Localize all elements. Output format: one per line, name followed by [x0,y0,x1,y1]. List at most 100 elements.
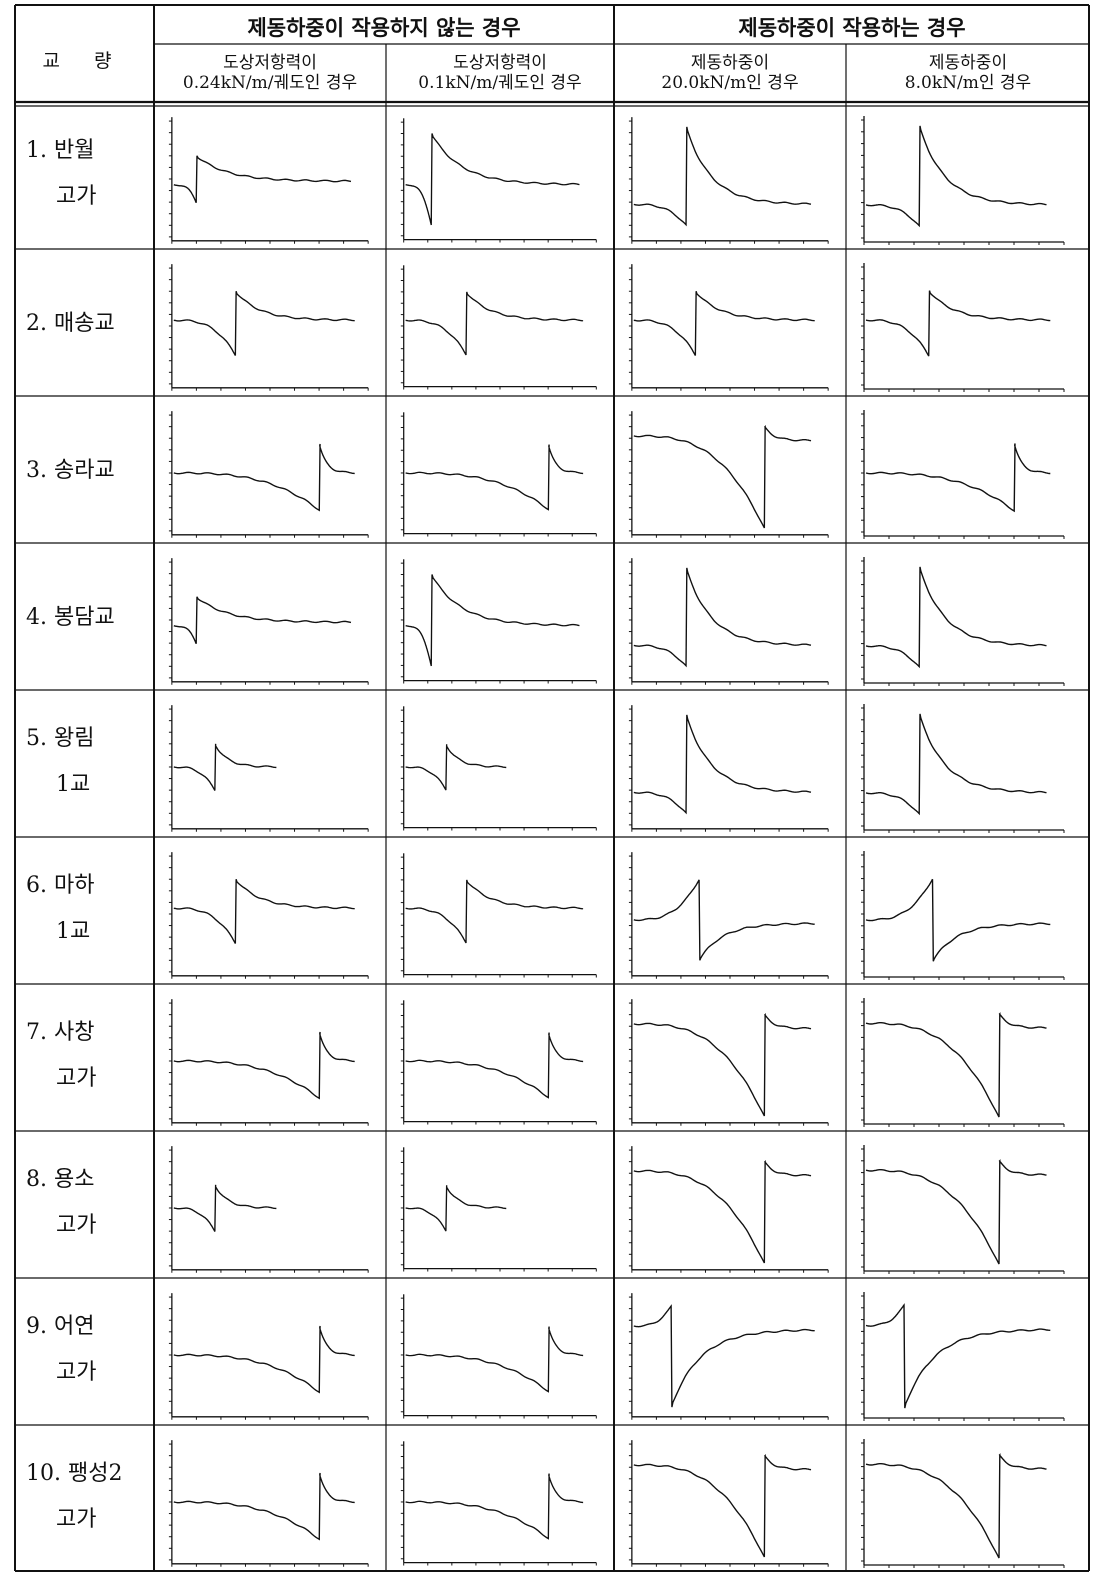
graph-curve [173,743,277,791]
bridge-name: 9. 어연 [26,1314,95,1339]
graph-curve [633,424,812,529]
graph-curve [865,125,1047,228]
graph-row4-col3 [628,558,829,685]
graph-curve [633,291,815,356]
graph-row1-col2 [400,118,597,243]
graph-row2-col2 [400,265,597,390]
graph-row9-col4 [861,1292,1065,1421]
bridge-name: 6. 마하 [26,873,95,898]
graph-curve [405,879,584,944]
graph-curve [865,1012,1047,1118]
graph-curve [173,1031,355,1100]
bridge-label: 4. 봉담교 [26,595,152,641]
sub-header-col3-line2: 20.0kN/m인 경우 [661,73,799,93]
bridge-name-suffix: 고가 [56,1066,97,1091]
sub-header-col4-line1: 제동하중이 [928,53,1008,73]
graph-curve [865,1453,1047,1559]
graph-curve [633,714,812,815]
bridge-label: 10. 팽성2 고가 [26,1451,152,1543]
bridge-name: 10. 팽성2 [26,1461,123,1486]
bridge-name-suffix: 고가 [56,1213,97,1238]
bridge-label: 2. 매송교 [26,301,152,347]
graph-curve [173,596,352,645]
graph-curve [405,291,584,356]
sub-header-col4-line2: 8.0kN/m인 경우 [904,73,1032,93]
bridge-name-suffix: 1교 [56,772,91,797]
graph-curve [633,879,815,961]
graph-row4-col2 [400,559,597,684]
graph-curve [633,1304,815,1408]
graph-row3-col2 [400,412,597,537]
graph-curve [173,1184,277,1232]
graph-row7-col2 [400,1000,597,1125]
graph-row1-col3 [628,117,829,244]
bridge-label: 6. 마하 1교 [26,863,152,955]
bridge-name-suffix: 고가 [56,1360,97,1385]
graph-row8-col3 [628,1146,829,1273]
bridge-label: 1. 반월 고가 [26,128,152,220]
graph-row1-col4 [861,116,1065,245]
graph-curve [865,443,1051,513]
graph-row6-col4 [861,851,1065,980]
graph-row2-col1 [168,264,369,391]
sub-header-col1-line2: 0.24kN/m/궤도인 경우 [182,73,358,93]
graph-row10-col1 [168,1440,369,1567]
graph-curve [173,291,355,356]
sub-header-col3-line1: 제동하중이 [690,53,770,73]
graph-row3-col4 [861,410,1065,539]
graph-row3-col3 [628,411,829,538]
bridge-name-suffix: 1교 [56,919,91,944]
graph-row6-col1 [168,852,369,979]
graph-row9-col1 [168,1293,369,1420]
graph-curve [173,1472,355,1541]
graph-row4-col4 [861,557,1065,686]
graph-curve [405,744,507,791]
graph-row8-col1 [168,1146,369,1273]
group-header-braking: 제동하중이 작용하는 경우 [738,15,966,40]
graph-row6-col3 [628,852,829,979]
bridge-name: 5. 왕림 [26,726,95,751]
graph-curve [865,713,1047,816]
graph-curve [173,155,352,204]
graph-curve [405,1326,584,1393]
graph-row7-col3 [628,999,829,1126]
sub-header-col2-line2: 0.1kN/m/궤도인 경우 [418,73,582,93]
graph-row5-col1 [168,705,369,832]
bridge-name: 2. 매송교 [26,311,115,336]
sub-header-col1-line1: 도상저항력이 [223,53,317,73]
graph-curve [405,574,580,667]
graph-row8-col4 [861,1145,1065,1274]
graph-curve [173,879,355,944]
graph-row10-col2 [400,1441,597,1566]
graph-curve [173,443,355,512]
graph-row10-col3 [628,1440,829,1567]
graph-row7-col4 [861,998,1065,1127]
sub-header-col2-line1: 도상저항력이 [453,53,547,73]
graph-row5-col4 [861,704,1065,833]
graph-curve [633,567,812,668]
graph-curve [173,1325,355,1394]
graph-row9-col2 [400,1294,597,1419]
graph-row10-col4 [861,1439,1065,1568]
bridge-name: 1. 반월 [26,138,95,163]
bridge-label: 5. 왕림 1교 [26,716,152,808]
graph-curve [633,1012,812,1117]
graph-curve [633,1159,812,1264]
bridge-name: 8. 용소 [26,1167,95,1192]
graph-row5-col3 [628,705,829,832]
bridge-name: 4. 봉담교 [26,605,115,630]
graph-curve [865,1303,1051,1409]
graph-row6-col2 [400,853,597,978]
graph-curve [633,126,812,227]
graph-curve [405,1032,584,1099]
bridge-name: 7. 사창 [26,1020,95,1045]
graph-row7-col1 [168,999,369,1126]
graph-row4-col1 [168,558,369,685]
bridge-label: 3. 송라교 [26,448,152,494]
graph-row3-col1 [168,411,369,538]
graph-curve [405,1473,584,1540]
table-grid-lines [14,4,1090,1572]
graph-row2-col3 [628,264,829,391]
